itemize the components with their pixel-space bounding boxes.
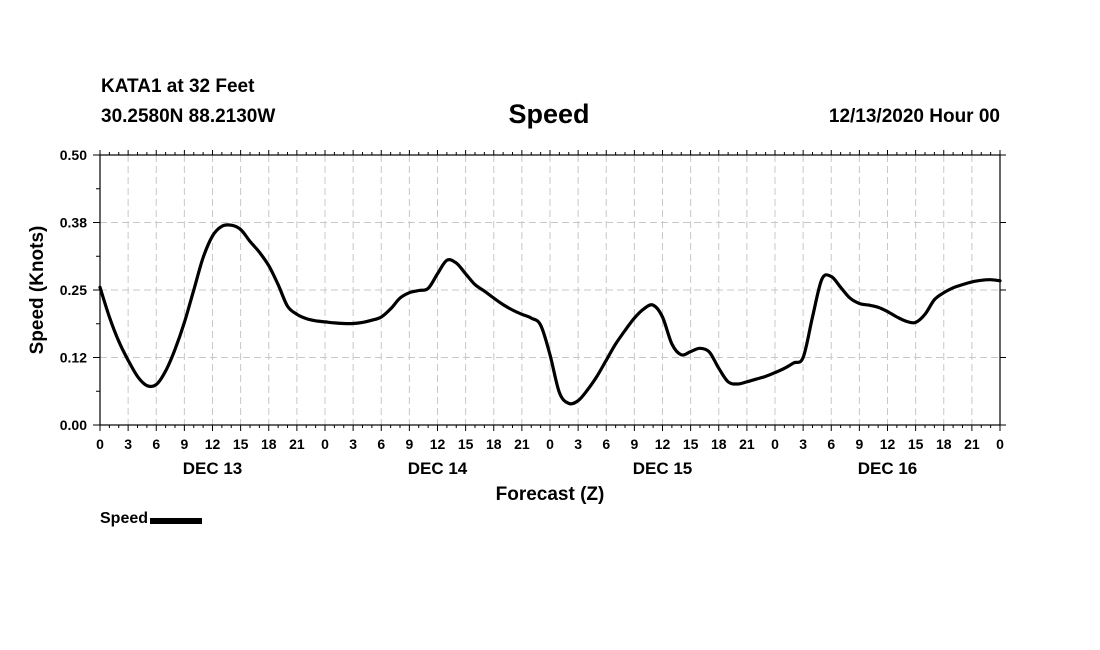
x-tick-label: 9 bbox=[855, 436, 863, 452]
x-tick-label: 12 bbox=[655, 436, 671, 452]
legend-label: Speed bbox=[100, 510, 149, 527]
x-tick-label: 3 bbox=[349, 436, 357, 452]
x-tick-label: 18 bbox=[936, 436, 952, 452]
x-tick-label: 3 bbox=[124, 436, 132, 452]
x-tick-label: 15 bbox=[458, 436, 474, 452]
y-tick-labels: 0.00 0.12 0.25 0.38 0.50 bbox=[60, 147, 87, 433]
x-axis-title: Forecast (Z) bbox=[496, 484, 605, 505]
speed-series-line bbox=[98, 223, 1002, 406]
x-tick-label: 18 bbox=[261, 436, 277, 452]
day-label: DEC 14 bbox=[408, 459, 468, 478]
x-tick-label: 12 bbox=[880, 436, 896, 452]
x-tick-label: 6 bbox=[827, 436, 835, 452]
x-tick-label: 3 bbox=[574, 436, 582, 452]
x-tick-label: 0 bbox=[321, 436, 329, 452]
x-tick-label: 0 bbox=[546, 436, 554, 452]
day-label: DEC 15 bbox=[633, 459, 693, 478]
x-tick-label: 18 bbox=[711, 436, 727, 452]
x-tick-label: 6 bbox=[377, 436, 385, 452]
forecast-datetime: 12/13/2020 Hour 00 bbox=[828, 106, 1000, 127]
x-tick-label: 15 bbox=[683, 436, 699, 452]
x-tick-label: 9 bbox=[630, 436, 638, 452]
x-tick-label: 0 bbox=[96, 436, 104, 452]
y-tick-label: 0.50 bbox=[60, 147, 87, 163]
x-tick-label: 3 bbox=[799, 436, 807, 452]
x-tick-label: 6 bbox=[602, 436, 610, 452]
x-tick-label: 12 bbox=[430, 436, 446, 452]
x-tick-label: 21 bbox=[964, 436, 980, 452]
x-tick-label: 12 bbox=[205, 436, 221, 452]
coordinates-label: 30.2580N 88.2130W bbox=[101, 106, 276, 127]
y-tick-label: 0.25 bbox=[60, 282, 87, 298]
x-tick-label: 18 bbox=[486, 436, 502, 452]
legend: Speed bbox=[100, 510, 203, 528]
day-labels: DEC 13 DEC 14 DEC 15 DEC 16 bbox=[183, 459, 918, 478]
y-tick-label: 0.12 bbox=[60, 350, 87, 366]
grid bbox=[100, 155, 1000, 425]
x-tick-label: 9 bbox=[180, 436, 188, 452]
station-label: KATA1 at 32 Feet bbox=[101, 76, 255, 97]
y-tick-label: 0.00 bbox=[60, 417, 87, 433]
x-tick-label: 21 bbox=[289, 436, 305, 452]
x-tick-label: 9 bbox=[405, 436, 413, 452]
x-tick-label: 15 bbox=[908, 436, 924, 452]
y-tick-label: 0.38 bbox=[60, 215, 87, 231]
x-tick-label: 0 bbox=[771, 436, 779, 452]
day-label: DEC 16 bbox=[858, 459, 918, 478]
legend-line-swatch bbox=[150, 517, 203, 524]
x-tick-label: 6 bbox=[152, 436, 160, 452]
x-tick-label: 21 bbox=[514, 436, 530, 452]
y-axis-title: Speed (Knots) bbox=[27, 226, 48, 355]
x-tick-labels: 0 3 6 9 12 15 18 21 0 3 6 9 12 15 18 21 0 3 6 9 12 15 18 21 0 3 6 9… bbox=[96, 436, 1004, 452]
day-label: DEC 13 bbox=[183, 459, 243, 478]
chart-title: Speed bbox=[508, 99, 590, 129]
x-tick-label: 15 bbox=[233, 436, 249, 452]
x-tick-label: 0 bbox=[996, 436, 1004, 452]
x-tick-label: 21 bbox=[739, 436, 755, 452]
